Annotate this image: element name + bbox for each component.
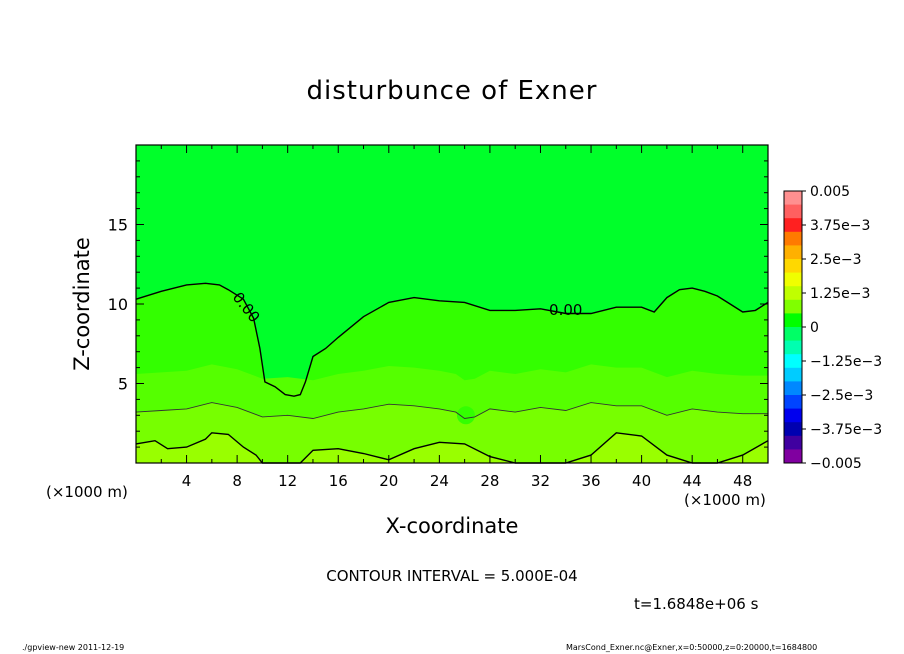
- time-text: t=1.6848e+06 s: [634, 595, 759, 613]
- x-tick-label: 36: [581, 472, 600, 490]
- chart-title: disturbunce of Exner: [306, 76, 598, 106]
- colorbar-label: 0.005: [810, 184, 850, 200]
- contour-line-zero: [135, 282, 769, 397]
- y-tick-label: 5: [118, 375, 128, 394]
- colorbar-swatch: [784, 272, 802, 287]
- colorbar-label: 2.5e−3: [810, 252, 862, 268]
- colorbar-label: −3.75e−3: [810, 422, 882, 438]
- x-tick-label: 48: [733, 472, 752, 490]
- colorbar-swatch: [784, 218, 802, 233]
- fill-region-low: [136, 432, 768, 463]
- colorbar-swatch: [784, 313, 802, 328]
- x-tick-label: 24: [430, 472, 449, 490]
- y-tick-label: 10: [108, 295, 128, 314]
- contour-interval-text: CONTOUR INTERVAL = 5.000E-04: [326, 567, 578, 585]
- contour-line-mid: [135, 402, 768, 419]
- colorbar-swatch: [784, 286, 802, 301]
- colorbar-swatch: [784, 449, 802, 464]
- x-tick-label: 20: [379, 472, 398, 490]
- x-tick-label: 32: [531, 472, 550, 490]
- contour-label: 0.00: [549, 301, 582, 319]
- colorbar-label: 0: [810, 320, 819, 336]
- x-tick-label: 44: [683, 472, 702, 490]
- colorbar-swatch: [784, 354, 802, 369]
- x-tick-label: 12: [278, 472, 297, 490]
- footer-left: ./gpview-new 2011-12-19: [22, 643, 125, 652]
- colorbar-swatch: [784, 367, 802, 382]
- footer-right: MarsCond_Exner.nc@Exner,x=0:50000,z=0:20…: [566, 643, 818, 652]
- colorbar-label: −0.005: [810, 456, 862, 472]
- x-tick-label: 8: [232, 472, 242, 490]
- colorbar-swatch: [784, 245, 802, 260]
- colorbar-swatch: [784, 204, 802, 219]
- x-unit-right: (×1000 m): [684, 491, 766, 509]
- colorbar-label: −1.25e−3: [810, 354, 882, 370]
- x-tick-label: 28: [480, 472, 499, 490]
- colorbar-label: −2.5e−3: [810, 388, 873, 404]
- colorbar-label: 1.25e−3: [810, 286, 870, 302]
- colorbar-label: 3.75e−3: [810, 218, 870, 234]
- colorbar-swatch: [784, 299, 802, 314]
- y-tick-label: 15: [108, 216, 128, 235]
- colorbar-swatch: [784, 435, 802, 450]
- x-tick-label: 40: [632, 472, 651, 490]
- colorbar-swatch: [784, 395, 802, 409]
- colorbar-swatch: [784, 327, 802, 341]
- x-tick-label: 16: [329, 472, 348, 490]
- colorbar-swatch: [784, 191, 802, 205]
- y-axis-label: Z-coordinate: [70, 237, 94, 371]
- colorbar-swatch: [784, 422, 802, 437]
- x-axis-label: X-coordinate: [385, 514, 519, 538]
- x-tick-label: 4: [182, 472, 192, 490]
- x-unit-left: (×1000 m): [46, 483, 128, 501]
- colorbar-swatch: [784, 381, 802, 396]
- colorbar-swatch: [784, 231, 802, 246]
- contour-fill-layer: [136, 145, 768, 463]
- fill-bump: [456, 406, 475, 425]
- colorbar-swatch: [784, 408, 802, 423]
- colorbar-swatch: [784, 340, 802, 355]
- colorbar-swatch: [784, 259, 802, 273]
- colorbar: 0.005 3.75e−3 2.5e−3 1.25e−3 0 −1.25e−3 −2.5e−…: [783, 184, 882, 472]
